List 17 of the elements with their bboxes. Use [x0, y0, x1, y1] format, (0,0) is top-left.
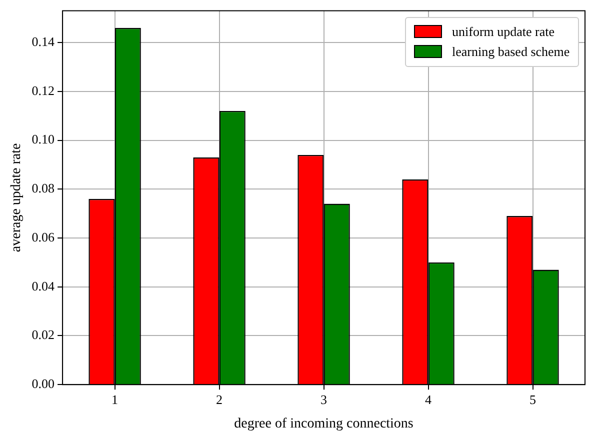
- x-tick-label: 1: [112, 392, 118, 407]
- y-axis-title: average update rate: [9, 143, 24, 252]
- y-tick-label: 0.00: [32, 376, 55, 392]
- y-tick-label: 0.10: [32, 132, 55, 147]
- y-tick-label: 0.02: [32, 327, 55, 342]
- y-tick-label: 0.06: [32, 229, 56, 244]
- y-tick-label: 0.12: [32, 82, 55, 98]
- x-axis-title: degree of incoming connections: [234, 416, 414, 432]
- x-tick-label: 3: [320, 392, 328, 407]
- y-tick-label: 0.08: [32, 180, 55, 196]
- x-tick-label: 2: [216, 392, 223, 407]
- x-tick-label: 5: [530, 392, 536, 407]
- y-tick-label: 0.14: [32, 34, 56, 49]
- legend-label: uniform update rate: [452, 22, 555, 41]
- x-tick-label: 4: [425, 392, 432, 407]
- y-tick-label: 0.04: [32, 278, 56, 294]
- legend-label: learning based scheme: [452, 42, 570, 61]
